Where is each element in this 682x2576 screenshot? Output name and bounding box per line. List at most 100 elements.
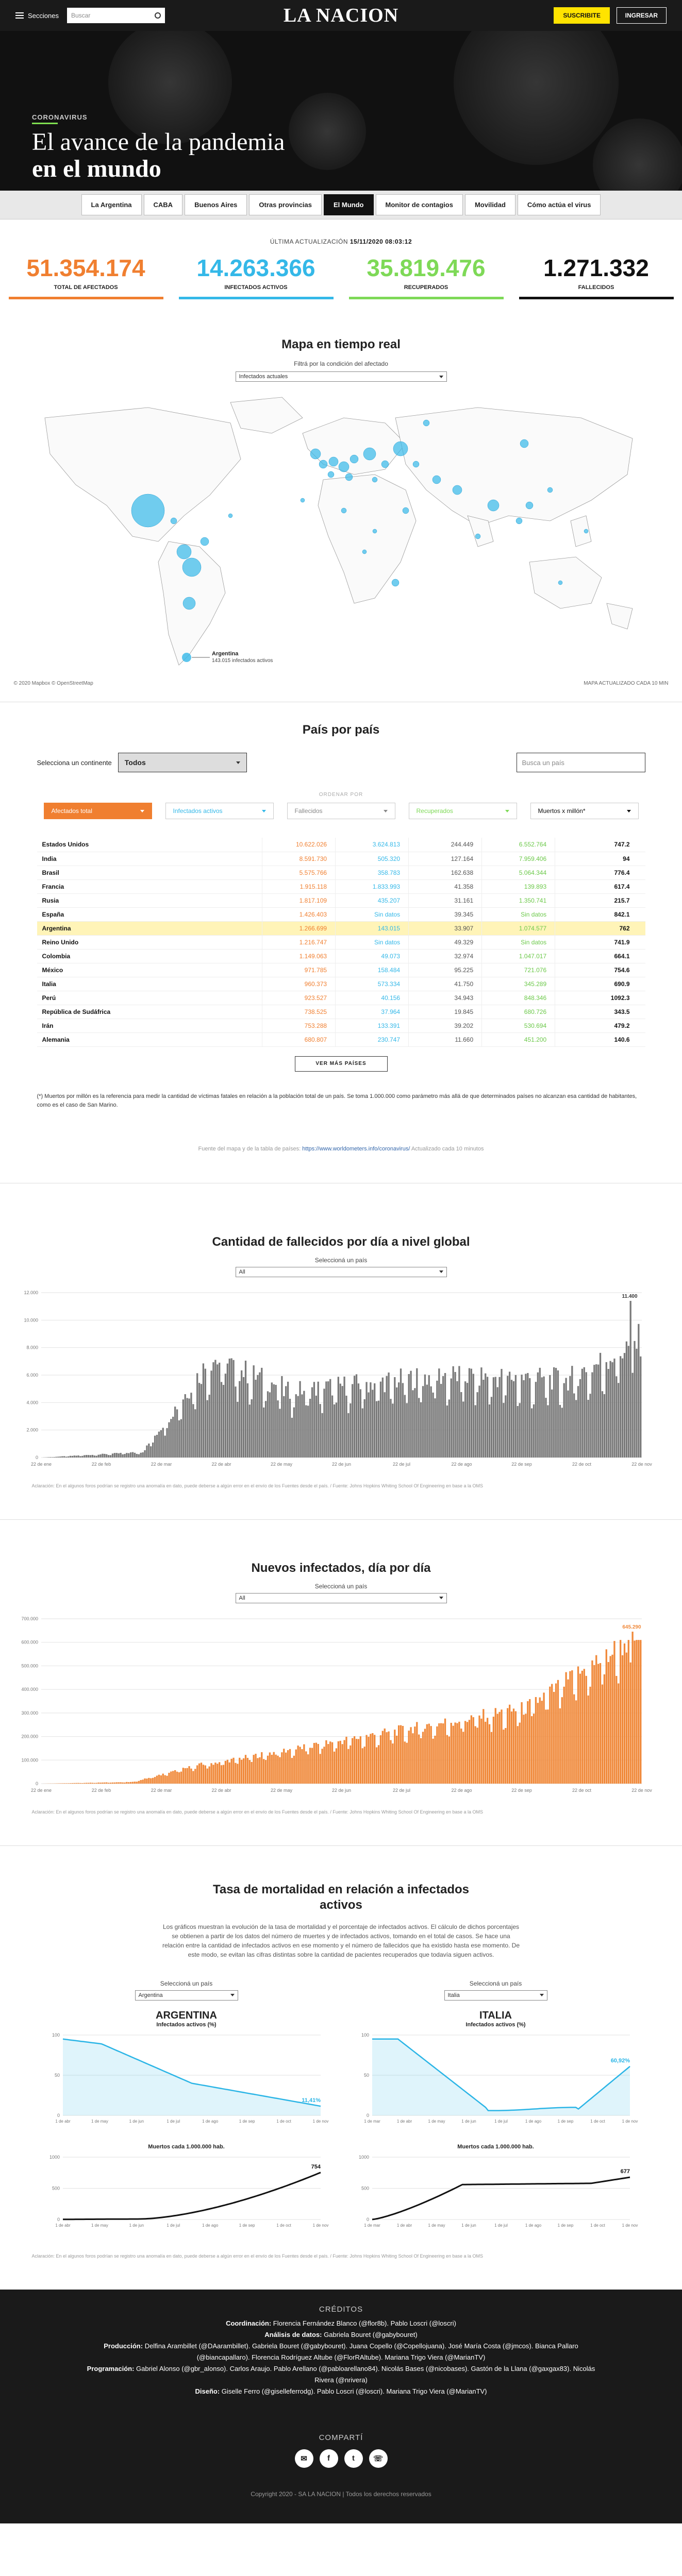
bar[interactable] (180, 1771, 182, 1784)
map-bubble-argentina[interactable] (181, 653, 191, 662)
bar[interactable] (168, 1772, 170, 1784)
bar[interactable] (527, 1701, 529, 1784)
map-bubble[interactable] (300, 498, 305, 503)
search-input[interactable]: Buscar (66, 8, 165, 23)
bar[interactable] (259, 1757, 261, 1784)
bar[interactable] (331, 1742, 334, 1784)
bar[interactable] (523, 1380, 525, 1458)
bar[interactable] (146, 1778, 148, 1784)
bar[interactable] (237, 1401, 239, 1458)
bar[interactable] (293, 1407, 295, 1458)
map-bubble[interactable] (520, 439, 528, 448)
map-bubble[interactable] (341, 507, 346, 514)
bar[interactable] (186, 1398, 188, 1458)
bar[interactable] (587, 1399, 589, 1458)
bar[interactable] (525, 1713, 527, 1784)
bar[interactable] (365, 1735, 368, 1784)
bar[interactable] (418, 1734, 420, 1784)
bar[interactable] (345, 1736, 347, 1784)
bar[interactable] (140, 1452, 142, 1458)
map-bubble[interactable] (372, 529, 377, 534)
bar[interactable] (263, 1758, 265, 1784)
bar[interactable] (166, 1428, 168, 1458)
bar[interactable] (180, 1419, 182, 1458)
bar[interactable] (627, 1639, 629, 1784)
bar[interactable] (456, 1723, 458, 1784)
bar[interactable] (486, 1376, 489, 1458)
bar[interactable] (309, 1398, 311, 1458)
bar[interactable] (494, 1376, 496, 1458)
bar[interactable] (275, 1384, 277, 1458)
bar[interactable] (428, 1375, 430, 1458)
bar[interactable] (206, 1400, 208, 1458)
bar[interactable] (115, 1452, 118, 1458)
bar[interactable] (404, 1394, 406, 1458)
bar[interactable] (595, 1655, 597, 1784)
bar[interactable] (406, 1742, 408, 1784)
bar[interactable] (627, 1345, 629, 1458)
bar[interactable] (430, 1386, 432, 1458)
bar[interactable] (601, 1391, 604, 1458)
bar[interactable] (246, 1383, 249, 1458)
bar[interactable] (416, 1721, 418, 1784)
bar[interactable] (474, 1725, 476, 1784)
twitter-icon[interactable]: t (344, 2449, 363, 2468)
bar[interactable] (603, 1394, 606, 1458)
bar[interactable] (571, 1365, 573, 1458)
bar[interactable] (508, 1704, 511, 1784)
bar[interactable] (113, 1782, 116, 1784)
bar[interactable] (619, 1639, 622, 1784)
bar[interactable] (264, 1400, 267, 1458)
map-bubble[interactable] (182, 557, 201, 577)
bar[interactable] (381, 1377, 384, 1458)
bar[interactable] (174, 1406, 176, 1458)
facebook-icon[interactable]: f (319, 2449, 338, 2468)
bar[interactable] (638, 1324, 640, 1458)
bar[interactable] (71, 1455, 73, 1458)
bar[interactable] (77, 1455, 79, 1458)
bar[interactable] (640, 1356, 642, 1458)
bar[interactable] (170, 1418, 172, 1458)
bar[interactable] (142, 1452, 144, 1458)
bar[interactable] (333, 1404, 336, 1458)
bar[interactable] (184, 1394, 186, 1458)
map-bubble[interactable] (200, 537, 209, 546)
messenger-icon[interactable]: ✉ (294, 2449, 313, 2468)
bar[interactable] (543, 1692, 545, 1784)
bar[interactable] (287, 1381, 289, 1458)
bar[interactable] (589, 1393, 591, 1458)
bar[interactable] (210, 1762, 212, 1784)
bar[interactable] (317, 1743, 319, 1784)
bar[interactable] (402, 1725, 404, 1784)
bar[interactable] (108, 1454, 110, 1458)
bar[interactable] (267, 1755, 269, 1784)
bar[interactable] (176, 1771, 178, 1784)
table-row[interactable]: Colombia 1.149.063 49.073 32.974 1.047.017 66… (37, 949, 645, 963)
bar[interactable] (350, 1403, 352, 1458)
bar[interactable] (128, 1782, 130, 1784)
bar[interactable] (466, 1721, 469, 1784)
bar[interactable] (279, 1408, 281, 1458)
bar[interactable] (553, 1367, 555, 1458)
bar[interactable] (138, 1781, 140, 1784)
bar[interactable] (430, 1725, 432, 1784)
bar[interactable] (498, 1377, 501, 1458)
bar[interactable] (541, 1700, 543, 1784)
bar[interactable] (339, 1383, 341, 1458)
bar[interactable] (623, 1643, 626, 1784)
bar[interactable] (172, 1416, 174, 1458)
bar[interactable] (426, 1724, 428, 1784)
bar[interactable] (406, 1402, 408, 1458)
bar[interactable] (466, 1382, 469, 1458)
bar[interactable] (589, 1686, 591, 1784)
bar[interactable] (593, 1364, 595, 1458)
table-row[interactable]: India 8.591.730 505.320 127.164 7.959.406 94 (37, 852, 645, 866)
bar[interactable] (539, 1697, 541, 1784)
bar[interactable] (631, 1372, 634, 1458)
bar[interactable] (148, 1777, 150, 1784)
left-active-chart[interactable]: 0 50 100 11,41% 1 de abr 1 de may 1 de jun 1 de… (42, 2028, 331, 2136)
bar[interactable] (204, 1368, 206, 1458)
bar[interactable] (490, 1396, 493, 1458)
bar[interactable] (480, 1718, 483, 1784)
bar[interactable] (414, 1726, 416, 1784)
